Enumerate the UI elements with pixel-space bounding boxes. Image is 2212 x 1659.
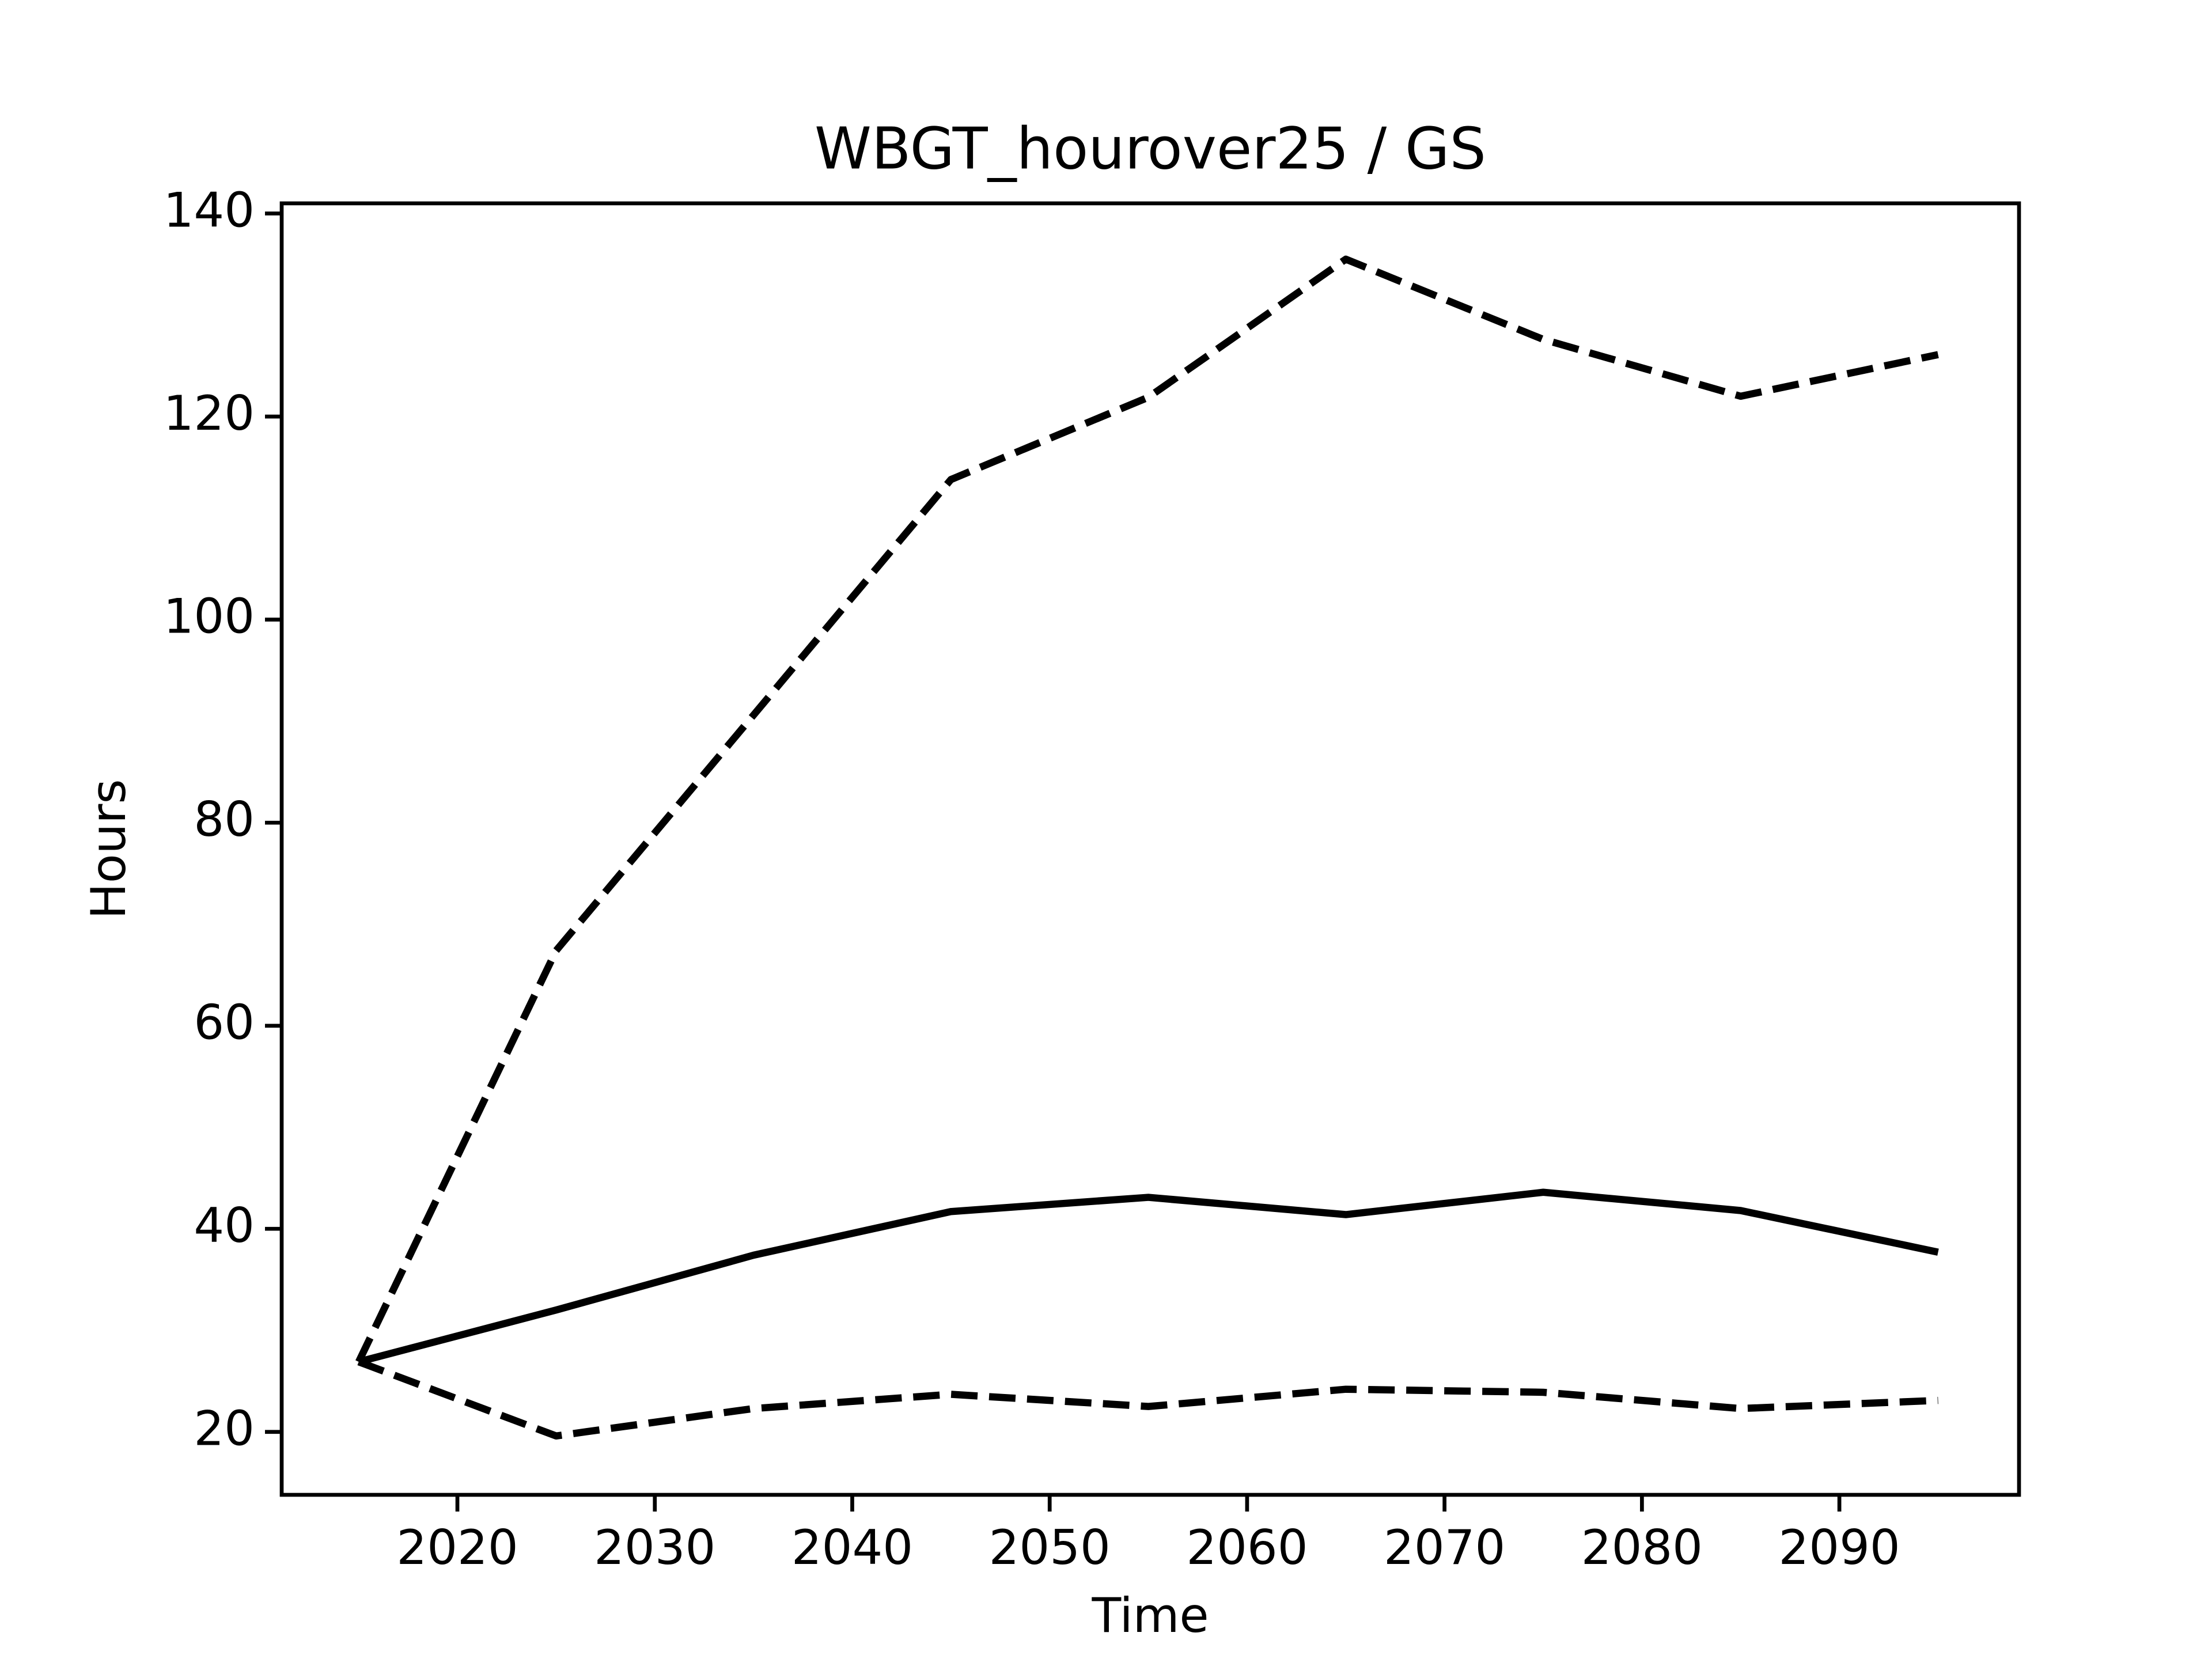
- x-tick-label: 2040: [791, 1520, 913, 1575]
- x-tick-label: 2070: [1384, 1520, 1505, 1575]
- x-tick-label: 2050: [989, 1520, 1111, 1575]
- x-tick-label: 2020: [396, 1520, 518, 1575]
- y-tick-label: 120: [164, 385, 255, 441]
- x-tick-label: 2080: [1581, 1520, 1703, 1575]
- series-line: [357, 1358, 1938, 1440]
- x-tick-label: 2090: [1779, 1520, 1900, 1575]
- y-tick-label: 80: [194, 791, 255, 847]
- x-tick-label: 2030: [594, 1520, 715, 1575]
- y-tick-label: 100: [164, 589, 255, 645]
- y-tick-label: 40: [194, 1198, 255, 1253]
- y-tick-label: 60: [194, 995, 255, 1051]
- plot-frame: [279, 201, 2021, 1497]
- chart-title: WBGT_hourover25 / GS: [815, 115, 1486, 182]
- x-axis-label: Time: [1091, 1588, 1209, 1643]
- y-tick-label: 20: [194, 1401, 255, 1457]
- y-tick-label: 140: [164, 183, 255, 238]
- series-line: [358, 1188, 1939, 1366]
- series-line: [355, 255, 1939, 1363]
- x-tick-label: 2060: [1186, 1520, 1308, 1575]
- y-axis-label: Hours: [81, 779, 137, 919]
